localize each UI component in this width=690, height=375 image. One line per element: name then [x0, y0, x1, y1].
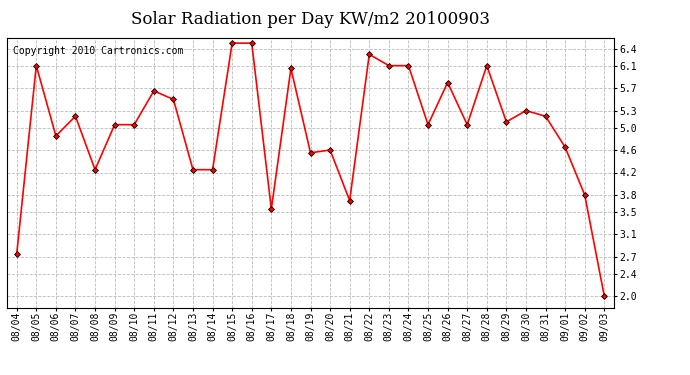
- Text: Solar Radiation per Day KW/m2 20100903: Solar Radiation per Day KW/m2 20100903: [131, 11, 490, 28]
- Text: Copyright 2010 Cartronics.com: Copyright 2010 Cartronics.com: [13, 46, 184, 56]
